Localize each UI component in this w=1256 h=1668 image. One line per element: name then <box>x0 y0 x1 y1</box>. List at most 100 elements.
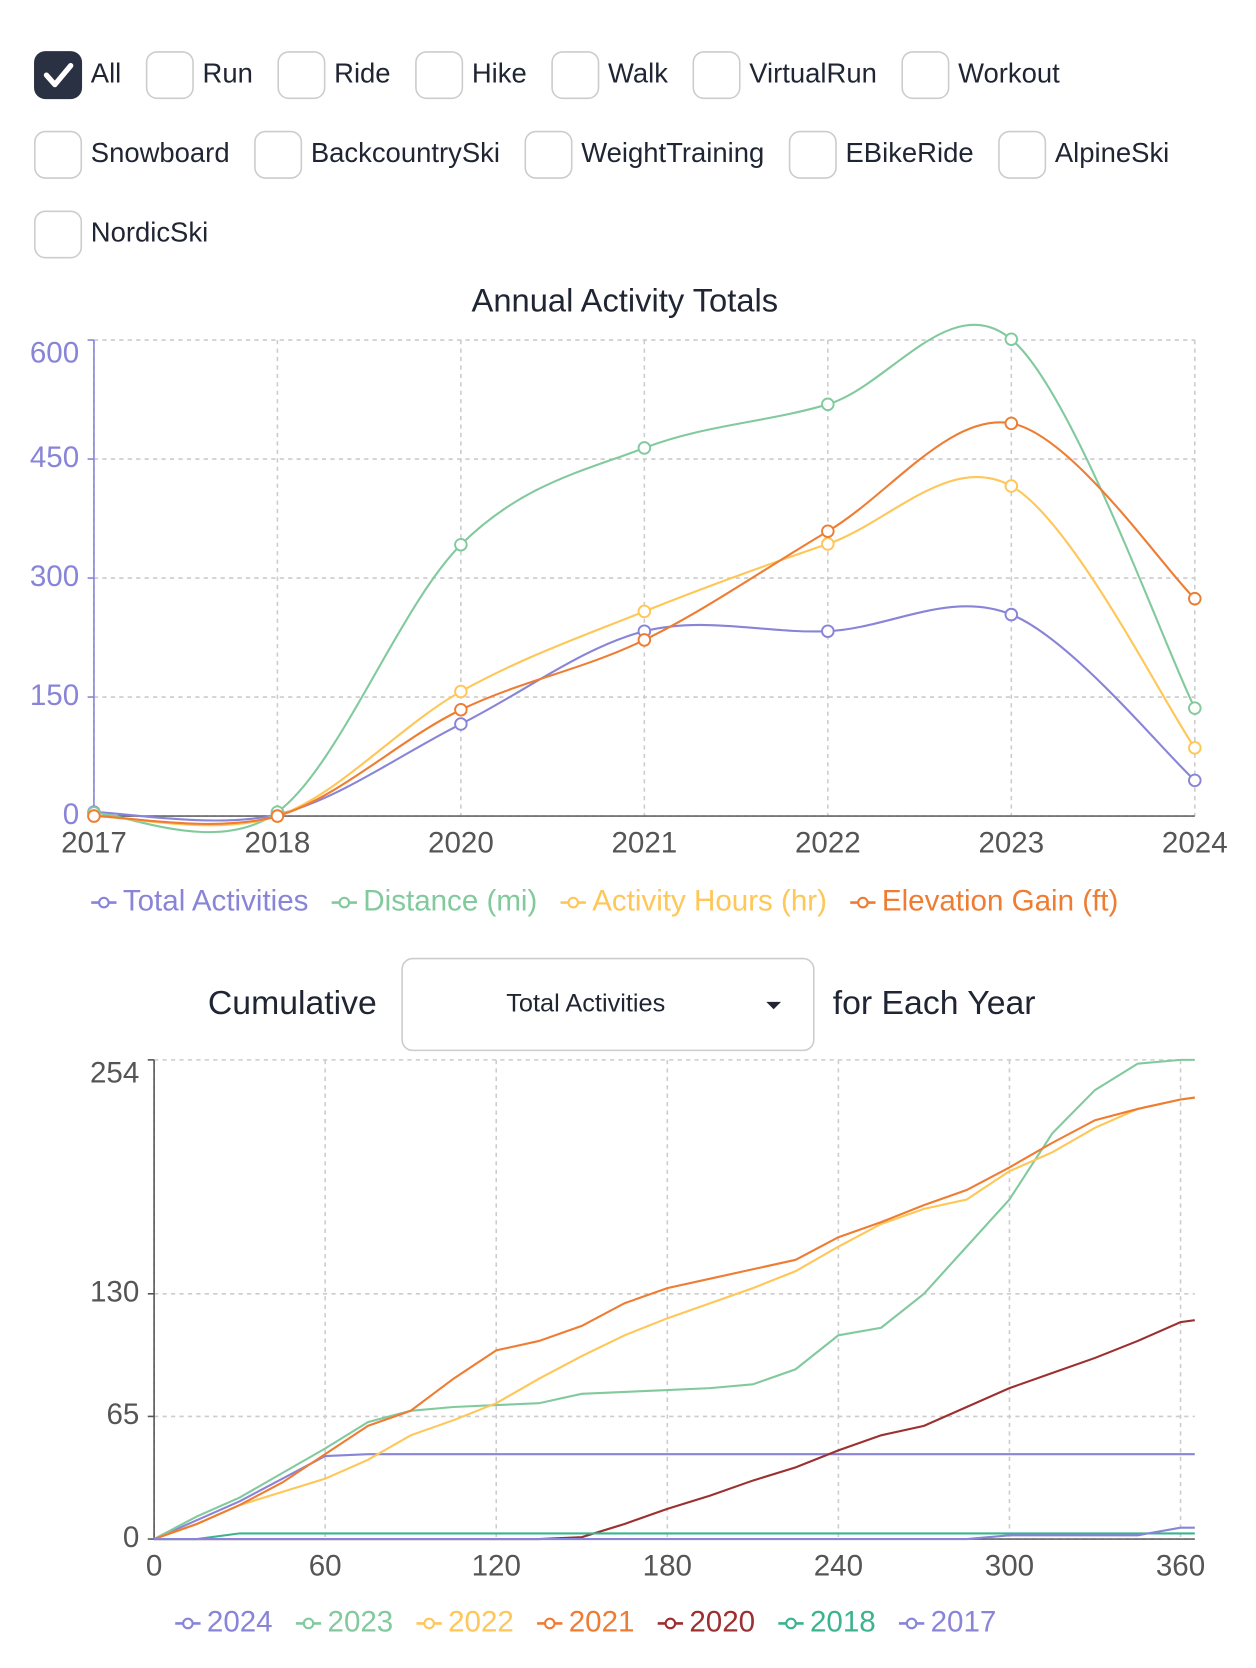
filter-label[interactable]: Hike <box>472 57 527 88</box>
y-tick-label: 65 <box>106 1398 139 1431</box>
filter-checkbox[interactable]: WeightTraining <box>524 130 764 179</box>
legend-item: 2023 <box>295 1605 393 1638</box>
filter-label[interactable]: All <box>91 57 122 88</box>
filter-checkbox[interactable]: Run <box>145 51 253 100</box>
data-point <box>87 809 101 823</box>
filter-label[interactable]: BackcountrySki <box>311 137 500 168</box>
legend-item: Elevation Gain (ft) <box>850 884 1118 917</box>
legend-item: 2024 <box>175 1605 273 1638</box>
checkbox[interactable] <box>145 51 194 100</box>
filter-checkbox[interactable]: Workout <box>901 51 1060 100</box>
legend-label: 2021 <box>569 1605 635 1638</box>
filter-checkbox[interactable]: Snowboard <box>34 130 230 179</box>
data-point <box>1188 773 1202 788</box>
checkbox[interactable] <box>277 51 326 100</box>
legend: 2024 2023 2022 2021 2020 2018 2017 <box>175 1605 996 1638</box>
filter-checkbox[interactable]: EBikeRide <box>788 130 974 179</box>
legend-item: 2022 <box>416 1605 514 1638</box>
x-tick-label: 2021 <box>611 826 677 859</box>
legend-label: 2017 <box>931 1605 997 1638</box>
legend-item: Distance (mi) <box>331 884 537 917</box>
control-suffix: for Each Year <box>833 984 1036 1022</box>
dropdown-value[interactable]: Total Activities <box>506 990 665 1018</box>
filter-label[interactable]: EBikeRide <box>846 137 974 168</box>
filter-checkbox[interactable]: Walk <box>551 51 668 100</box>
legend-icon-dot <box>905 1617 918 1630</box>
filter-checkbox[interactable]: AlpineSki <box>998 130 1169 179</box>
series-line <box>154 1319 1195 1541</box>
filter-checkbox[interactable]: All <box>34 51 122 100</box>
checkbox[interactable] <box>34 130 83 179</box>
x-tick-label: 60 <box>309 1549 342 1582</box>
series-line <box>154 1532 1195 1541</box>
checkbox[interactable] <box>524 130 573 179</box>
checkbox[interactable] <box>998 130 1047 179</box>
checkbox[interactable] <box>788 130 837 179</box>
checkbox[interactable] <box>692 51 741 100</box>
data-point <box>1188 591 1202 606</box>
legend-icon-dot <box>302 1617 315 1630</box>
filter-label[interactable]: Run <box>203 57 253 88</box>
x-tick-label: 0 <box>146 1549 162 1582</box>
legend-icon-dot <box>543 1617 556 1630</box>
filter-checkbox[interactable]: Ride <box>277 51 391 100</box>
checkmark[interactable] <box>43 62 74 88</box>
y-tick-label: 0 <box>123 1521 139 1554</box>
legend-item: 2017 <box>898 1605 997 1638</box>
data-point <box>454 537 468 552</box>
data-point <box>454 702 468 717</box>
series-line <box>153 1096 1195 1541</box>
x-tick-label: 2017 <box>61 826 127 859</box>
checkbox[interactable] <box>254 130 303 179</box>
legend-item: Total Activities <box>91 884 308 917</box>
filter-label[interactable]: Snowboard <box>91 137 230 168</box>
series-line <box>154 1526 1195 1541</box>
dropdown-caret[interactable] <box>766 1001 782 1010</box>
legend-label: Elevation Gain (ft) <box>882 884 1118 917</box>
filter-label[interactable]: NordicSki <box>91 217 208 248</box>
checkbox[interactable] <box>34 210 83 259</box>
dropdown[interactable]: Total Activities <box>401 957 815 1052</box>
legend-icon-dot <box>98 896 110 909</box>
y-tick-label: 150 <box>30 679 79 712</box>
filter-label[interactable]: WeightTraining <box>581 137 764 168</box>
data-point <box>637 604 652 619</box>
legend-label: 2020 <box>689 1605 755 1638</box>
data-point <box>1004 607 1019 622</box>
filter-label[interactable]: Walk <box>608 57 668 88</box>
filter-label[interactable]: Workout <box>958 57 1060 88</box>
data-point <box>270 809 285 823</box>
checkbox[interactable] <box>901 51 950 100</box>
control-prefix: Cumulative <box>208 984 377 1022</box>
x-tick-label: 300 <box>985 1549 1034 1582</box>
series-line <box>153 1096 1195 1541</box>
legend-item: 2020 <box>657 1605 755 1638</box>
filter-checkbox[interactable]: Hike <box>415 51 527 100</box>
filter-label[interactable]: VirtualRun <box>749 57 877 88</box>
legend-label: Total Activities <box>123 884 309 917</box>
filter-label[interactable]: Ride <box>334 57 390 88</box>
series-line <box>93 323 1196 834</box>
legend-icon-dot <box>182 1617 194 1630</box>
legend-icon-dot <box>785 1617 797 1630</box>
y-tick-label: 254 <box>90 1056 139 1089</box>
data-point <box>821 397 835 412</box>
data-point <box>454 684 468 699</box>
checkbox[interactable] <box>34 51 83 100</box>
legend-label: 2018 <box>810 1605 876 1638</box>
legend-label: Distance (mi) <box>363 884 537 917</box>
filter-label[interactable]: AlpineSki <box>1055 137 1169 168</box>
legend-label: Activity Hours (hr) <box>592 884 827 917</box>
data-point <box>637 441 652 455</box>
x-tick-label: 2022 <box>795 826 861 859</box>
checkbox[interactable] <box>551 51 600 100</box>
data-point <box>1188 741 1202 755</box>
filter-checkbox[interactable]: BackcountrySki <box>254 130 500 179</box>
legend-item: Activity Hours (hr) <box>560 884 827 917</box>
filter-checkbox[interactable]: NordicSki <box>34 210 208 259</box>
filter-checkbox[interactable]: VirtualRun <box>692 51 877 100</box>
checkbox[interactable] <box>415 51 464 100</box>
dropdown-box[interactable] <box>401 957 815 1052</box>
